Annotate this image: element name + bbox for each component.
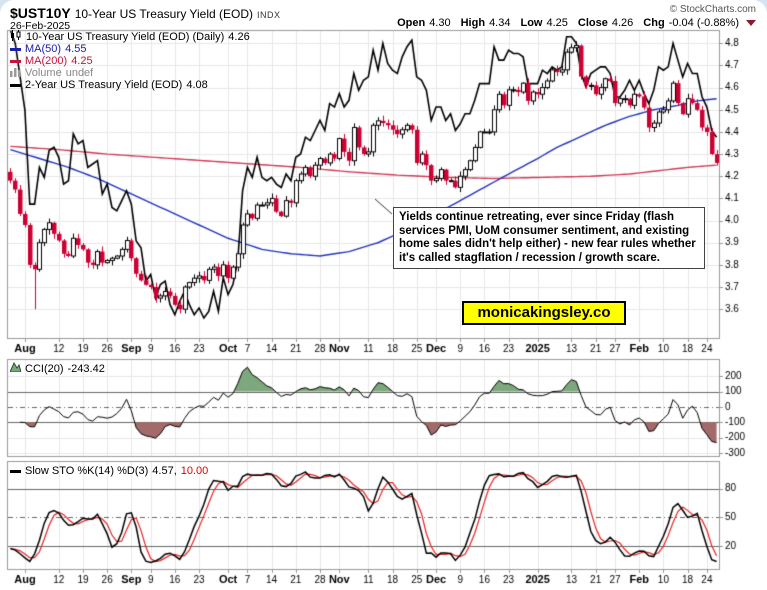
- legend-2y-value: 4.08: [186, 79, 208, 91]
- close-label: Close: [577, 17, 608, 29]
- quote-line: Open 4.30 High 4.34 Low 4.25 Close 4.26 Chg -…: [391, 17, 756, 29]
- open-value: 4.30: [429, 17, 451, 29]
- ma50-line-icon: [10, 47, 21, 51]
- line-2y-icon: [10, 83, 21, 87]
- annotation-box: Yields continue retreating, ever since F…: [393, 207, 705, 269]
- legend-row-price: 10-Year US Treasury Yield (EOD) (Daily) …: [10, 30, 250, 44]
- legend-volume-label: Volume: [25, 67, 62, 79]
- legend-ma50-value: 4.55: [65, 43, 87, 55]
- chart-dropdown-triangle-icon[interactable]: [746, 20, 756, 26]
- legend-row-ma200: MA(200) 4.25: [10, 55, 250, 67]
- header-title-line: $UST10Y 10-Year US Treasury Yield (EOD) IN…: [10, 5, 281, 21]
- legend-row-2y: 2-Year US Treasury Yield (EOD) 4.08: [10, 79, 250, 91]
- ma200-line-icon: [10, 59, 21, 63]
- high-label: High: [460, 17, 486, 29]
- cci-mountain-icon: [9, 361, 22, 375]
- low-value: 4.25: [546, 17, 568, 29]
- legend-volume-value: undef: [65, 67, 94, 79]
- legend-ma200-label: MA(200): [25, 55, 68, 67]
- legend-price-label: 10-Year US Treasury Yield (EOD) (Daily): [26, 31, 225, 43]
- low-label: Low: [520, 17, 543, 29]
- high-value: 4.34: [489, 17, 511, 29]
- legend-row-volume: Volume undef: [10, 67, 250, 79]
- symbol: $UST10Y: [10, 5, 71, 21]
- open-label: Open: [397, 17, 426, 29]
- sto-label: Slow STO %K(14) %D(3): [25, 465, 149, 477]
- legend-ma50-label: MA(50): [25, 43, 62, 55]
- close-value: 4.26: [611, 17, 634, 29]
- sto-legend: Slow STO %K(14) %D(3) 4.57, 10.00: [10, 465, 208, 477]
- copyright: © StockCharts.com: [669, 4, 756, 15]
- legend-price-value: 4.26: [228, 31, 250, 43]
- candlestick-icon: [10, 30, 22, 44]
- chg-label: Chg: [643, 17, 665, 29]
- exchange-label: INDX: [257, 10, 281, 20]
- sto-k-value: 4.57,: [152, 465, 177, 477]
- cci-value: -243.42: [67, 362, 105, 375]
- legend-row-ma50: MA(50) 4.55: [10, 43, 250, 55]
- legend-ma200-value: 4.25: [71, 55, 93, 67]
- legend-2y-label: 2-Year US Treasury Yield (EOD): [25, 79, 183, 91]
- site-link[interactable]: monicakingsley.co: [462, 301, 626, 325]
- volume-bars-icon: [10, 67, 21, 80]
- cci-label: CCI(20): [25, 362, 64, 375]
- chg-value: -0.04 (-0.88%): [668, 17, 739, 29]
- sto-d-value: 10.00: [180, 465, 209, 477]
- page-title: 10-Year US Treasury Yield (EOD): [74, 7, 253, 21]
- chart-date: 26-Feb-2025: [10, 20, 71, 32]
- cci-legend: CCI(20) -243.42: [9, 361, 105, 375]
- main-legend: 10-Year US Treasury Yield (EOD) (Daily) …: [10, 30, 250, 91]
- sto-line-icon: [10, 469, 21, 473]
